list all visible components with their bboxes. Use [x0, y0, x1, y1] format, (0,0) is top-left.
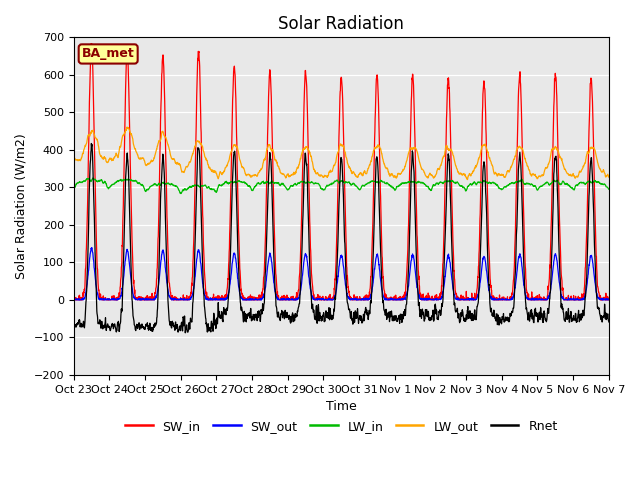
SW_out: [220, 296, 227, 302]
LW_out: [70, 155, 77, 160]
Y-axis label: Solar Radiation (W/m2): Solar Radiation (W/m2): [15, 133, 28, 279]
Rnet: [70, 326, 77, 332]
LW_in: [70, 186, 77, 192]
SW_in: [220, 296, 227, 301]
SW_out: [497, 296, 505, 302]
SW_in: [70, 293, 77, 299]
LW_in: [89, 175, 97, 181]
SW_in: [357, 297, 365, 303]
Rnet: [605, 319, 612, 325]
Rnet: [369, 270, 376, 276]
SW_in: [573, 296, 580, 302]
LW_in: [357, 185, 365, 191]
LW_in: [497, 186, 505, 192]
LW_in: [369, 178, 376, 183]
LW_out: [573, 173, 580, 179]
SW_in: [70, 297, 78, 303]
Line: Rnet: Rnet: [74, 144, 609, 333]
Line: SW_in: SW_in: [74, 44, 609, 300]
SW_in: [605, 297, 612, 303]
Line: LW_out: LW_out: [74, 127, 609, 180]
X-axis label: Time: Time: [326, 400, 356, 413]
LW_in: [558, 180, 566, 186]
LW_out: [558, 157, 566, 163]
SW_out: [558, 295, 566, 300]
LW_in: [605, 186, 612, 192]
LW_in: [177, 191, 184, 196]
Rnet: [220, 310, 227, 315]
LW_out: [220, 170, 227, 176]
LW_in: [573, 182, 580, 188]
LW_out: [369, 153, 376, 159]
LW_out: [463, 177, 471, 182]
SW_in: [497, 296, 505, 301]
Rnet: [88, 141, 95, 146]
SW_in: [87, 41, 95, 47]
Line: SW_out: SW_out: [74, 248, 609, 300]
SW_out: [573, 297, 580, 303]
LW_in: [220, 180, 227, 186]
LW_out: [605, 174, 612, 180]
LW_out: [124, 124, 131, 130]
SW_in: [369, 227, 376, 233]
LW_out: [497, 171, 505, 177]
Title: Solar Radiation: Solar Radiation: [278, 15, 404, 33]
Legend: SW_in, SW_out, LW_in, LW_out, Rnet: SW_in, SW_out, LW_in, LW_out, Rnet: [120, 415, 563, 438]
LW_out: [357, 170, 365, 176]
SW_out: [605, 296, 612, 302]
SW_in: [558, 278, 566, 284]
Rnet: [182, 330, 189, 336]
Rnet: [573, 318, 580, 324]
SW_out: [70, 297, 78, 303]
Line: LW_in: LW_in: [74, 178, 609, 193]
Rnet: [357, 313, 365, 319]
SW_out: [70, 296, 77, 301]
Rnet: [558, 302, 566, 308]
SW_out: [369, 283, 376, 289]
Rnet: [497, 317, 505, 323]
SW_out: [357, 297, 365, 303]
SW_out: [88, 245, 96, 251]
Text: BA_met: BA_met: [82, 48, 134, 60]
